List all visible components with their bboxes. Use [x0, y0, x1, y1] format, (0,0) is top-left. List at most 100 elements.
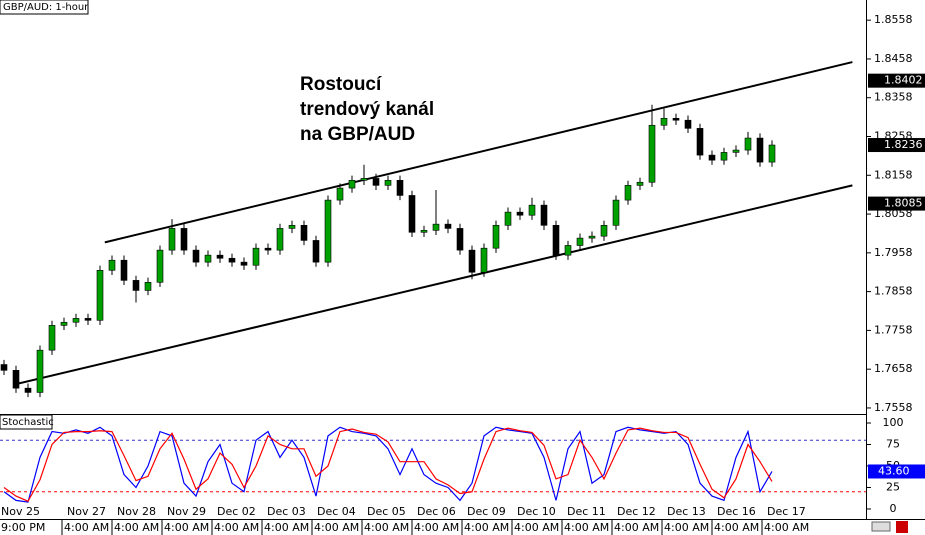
- candle-body: [636, 181, 644, 186]
- candle-body: [420, 230, 428, 233]
- time-label: 4:00 AM: [114, 521, 159, 534]
- candle-body: [732, 149, 740, 153]
- candle-body: [756, 137, 764, 163]
- candle-body: [48, 325, 56, 351]
- candle-body: [12, 370, 20, 389]
- annotation: na GBP/AUD: [300, 124, 415, 145]
- candle-body: [276, 228, 284, 251]
- date-label: Dec 13: [667, 505, 706, 518]
- price-marker-label: 1.8402: [884, 74, 923, 87]
- date-label: Dec 09: [467, 505, 506, 518]
- price-marker-box: [868, 196, 925, 211]
- date-label: Dec 12: [617, 505, 656, 518]
- time-label: 4:00 AM: [514, 521, 559, 534]
- date-label: Nov 27: [67, 505, 106, 518]
- date-label: Dec 16: [717, 505, 756, 518]
- candle-body: [96, 269, 104, 321]
- candle-body: [192, 249, 200, 263]
- y-tick-label: 100: [883, 416, 904, 429]
- candle-body: [468, 249, 476, 273]
- y-tick-label: 25: [886, 480, 900, 493]
- stoch-line: [3, 426, 773, 503]
- time-label: 4:00 AM: [664, 521, 709, 534]
- time-label: 4:00 AM: [164, 521, 209, 534]
- price-marker-box: [868, 73, 925, 88]
- date-label: Dec 05: [367, 505, 406, 518]
- candle-body: [0, 364, 8, 371]
- current-value-label: 43.60: [878, 464, 910, 477]
- candle-body: [540, 204, 548, 226]
- candle-body: [600, 225, 608, 237]
- indicator-label: Stochastic: [2, 417, 54, 428]
- candle-body: [300, 225, 308, 241]
- candle-body: [660, 117, 668, 126]
- candle-body: [228, 257, 236, 263]
- candle-body: [768, 144, 776, 163]
- price-marker-label: 1.8085: [884, 197, 923, 210]
- candle-body: [456, 228, 464, 251]
- candle-body: [648, 124, 656, 183]
- date-label: Dec 02: [217, 505, 256, 518]
- candle-body: [120, 259, 128, 281]
- indicator-box: [0, 414, 53, 430]
- y-tick-label: 1.8558: [874, 13, 913, 26]
- candle-body: [396, 180, 404, 196]
- candle-body: [480, 247, 488, 273]
- candle-body: [216, 254, 224, 259]
- y-tick-label: 1.7958: [874, 246, 913, 259]
- scroll-icon[interactable]: [871, 521, 891, 532]
- candle-body: [312, 240, 320, 263]
- candle-body: [60, 321, 68, 326]
- date-label: Dec 03: [267, 505, 306, 518]
- trend-line: [18, 184, 853, 385]
- candle-body: [240, 261, 248, 266]
- candle-body: [144, 282, 152, 291]
- candle-body: [684, 119, 692, 129]
- time-label: 4:00 AM: [764, 521, 809, 534]
- price-marker-label: 1.8236: [884, 138, 923, 151]
- candle-body: [528, 204, 536, 216]
- shift-icon[interactable]: [896, 521, 908, 533]
- y-tick-label: 1.7858: [874, 285, 913, 298]
- time-label: 4:00 AM: [464, 521, 509, 534]
- time-label: 4:00 AM: [714, 521, 759, 534]
- date-label: Dec 11: [567, 505, 606, 518]
- y-tick-label: 75: [886, 437, 900, 450]
- y-tick-label: 0: [890, 502, 897, 515]
- date-label: Dec 04: [317, 505, 356, 518]
- candle-body: [348, 180, 356, 189]
- candle-body: [612, 199, 620, 226]
- time-label: 4:00 AM: [364, 521, 409, 534]
- candle-body: [132, 280, 140, 291]
- candle-body: [564, 245, 572, 256]
- candle-body: [504, 211, 512, 226]
- date-label: Nov 25: [1, 505, 40, 518]
- y-tick-label: 1.8458: [874, 52, 913, 65]
- candle-body: [432, 223, 440, 231]
- candle-body: [372, 178, 380, 186]
- time-label: 4:00 AM: [414, 521, 459, 534]
- candle-body: [708, 154, 716, 161]
- y-tick-label: 1.8158: [874, 168, 913, 181]
- symbol-label: GBP/AUD: 1-hour: [3, 2, 89, 13]
- candle-body: [720, 152, 728, 161]
- candle-body: [408, 195, 416, 233]
- candle-body: [336, 187, 344, 201]
- date-label: Dec 06: [417, 505, 456, 518]
- candle-body: [552, 225, 560, 256]
- time-label: 4:00 AM: [564, 521, 609, 534]
- y-tick-label: 1.7558: [874, 401, 913, 414]
- candle-body: [324, 199, 332, 263]
- candle-body: [156, 249, 164, 283]
- candle-body: [264, 247, 272, 251]
- candle-body: [252, 247, 260, 266]
- candle-body: [516, 211, 524, 216]
- annotation: trendový kanál: [300, 99, 434, 120]
- candle-body: [288, 225, 296, 229]
- candle-body: [744, 137, 752, 151]
- time-label: 4:00 AM: [264, 521, 309, 534]
- date-label: Nov 29: [167, 505, 206, 518]
- annotation: Rostoucí: [300, 74, 382, 95]
